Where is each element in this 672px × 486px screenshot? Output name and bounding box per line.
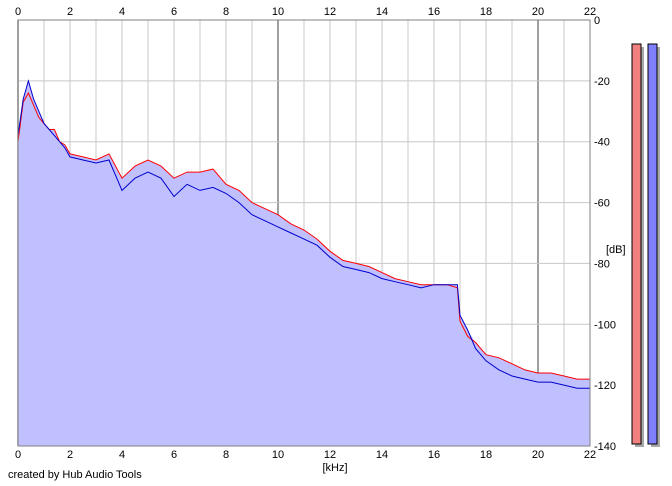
plot-frame <box>17 19 591 447</box>
x-tick-label-bottom: 20 <box>532 449 544 461</box>
x-tick-label-top: 10 <box>272 6 284 18</box>
credit-text: created by Hub Audio Tools <box>8 469 142 481</box>
x-tick-label-top: 8 <box>223 6 229 18</box>
x-tick-label-bottom: 2 <box>67 449 73 461</box>
y-tick-label: -120 <box>594 380 616 392</box>
x-tick-label-top: 20 <box>532 6 544 18</box>
x-axis-label: [kHz] <box>322 462 347 474</box>
x-tick-label-bottom: 22 <box>584 449 596 461</box>
y-tick-label: 0 <box>594 15 600 27</box>
x-tick-label-bottom: 12 <box>324 449 336 461</box>
meter-right <box>647 43 658 445</box>
x-tick-label-bottom: 14 <box>376 449 388 461</box>
series-red-line <box>17 91 590 380</box>
x-tick-label-top: 22 <box>584 6 596 18</box>
x-axis-top-ticks: 0 2 4 6 8 10 12 14 16 18 20 22 <box>15 6 596 18</box>
x-tick-label-top: 14 <box>376 6 388 18</box>
x-tick-label-top: 16 <box>428 6 440 18</box>
x-tick-label-bottom: 4 <box>119 449 125 461</box>
x-tick-label-top: 4 <box>119 6 125 18</box>
y-tick-label: -20 <box>594 76 610 88</box>
x-tick-label-bottom: 16 <box>428 449 440 461</box>
series-blue-line <box>17 79 590 389</box>
y-axis-label: [dB] <box>606 244 626 256</box>
y-tick-label: -60 <box>594 198 610 210</box>
x-tick-label-top: 2 <box>67 6 73 18</box>
x-tick-label-bottom: 6 <box>171 449 177 461</box>
x-axis-bottom-ticks: 0 2 4 6 8 10 12 14 16 18 20 22 <box>15 449 596 461</box>
y-tick-label: -140 <box>594 441 616 453</box>
x-tick-label-bottom: 18 <box>480 449 492 461</box>
meter-left <box>631 43 642 445</box>
x-tick-label-bottom: 10 <box>272 449 284 461</box>
x-tick-label-top: 18 <box>480 6 492 18</box>
x-tick-label-top: 6 <box>171 6 177 18</box>
y-tick-label: -100 <box>594 319 616 331</box>
y-tick-label: -80 <box>594 258 610 270</box>
x-tick-label-top: 0 <box>15 6 21 18</box>
spectrum-fill-area <box>18 80 590 447</box>
y-tick-label: -40 <box>594 137 610 149</box>
x-tick-label-bottom: 0 <box>15 449 21 461</box>
y-axis-ticks: 0 -20 -40 -60 -80 -100 -120 -140 <box>594 15 616 453</box>
x-tick-label-bottom: 8 <box>223 449 229 461</box>
x-tick-label-top: 12 <box>324 6 336 18</box>
level-meters <box>631 43 660 447</box>
